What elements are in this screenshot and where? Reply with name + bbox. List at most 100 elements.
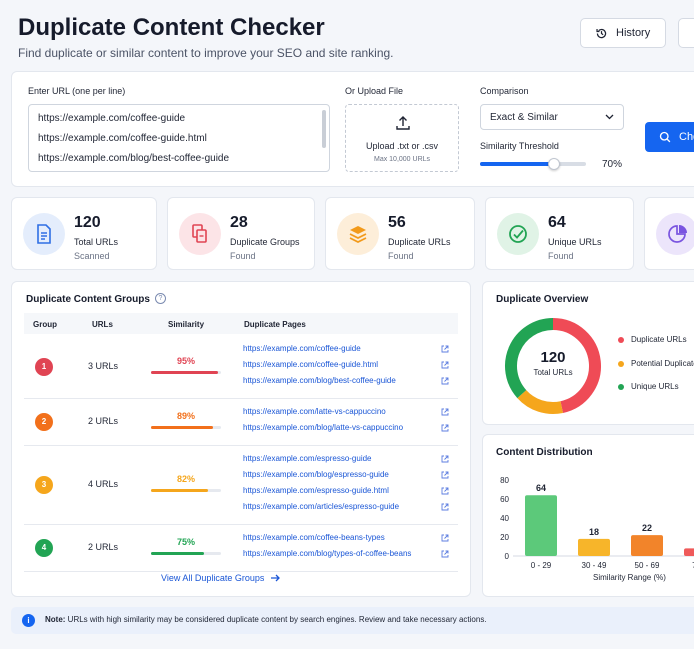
- duplicate-overview-panel: Duplicate Overview 120 Total URLs Duplic…: [482, 281, 694, 425]
- legend-label: Duplicate URLs: [631, 335, 687, 344]
- check-label: Check: [679, 131, 694, 143]
- info-circle-icon: i: [22, 614, 35, 627]
- note-body: URLs with high similarity may be conside…: [65, 615, 487, 624]
- duplicate-page-link[interactable]: https://example.com/blog/espresso-guide: [243, 470, 389, 479]
- col-group: Group: [33, 320, 57, 329]
- more-header-button[interactable]: [678, 18, 694, 48]
- external-link-icon[interactable]: [441, 408, 449, 416]
- x-axis-label: Similarity Range (%): [593, 573, 666, 582]
- stat-sublabel: Found: [388, 251, 414, 261]
- external-link-icon[interactable]: [441, 534, 449, 542]
- similarity-value: 95%: [176, 355, 195, 366]
- page-title: Duplicate Content Checker: [18, 14, 325, 41]
- donut-center-label: Total URLs: [533, 368, 573, 377]
- upload-limit: Max 10,000 URLs: [373, 156, 431, 163]
- similarity-bar-fill: [151, 425, 214, 429]
- group-url-count: 3 URLs: [88, 360, 119, 371]
- bar: [578, 538, 610, 556]
- row-divider: [24, 571, 458, 572]
- duplicate-page-link[interactable]: https://example.com/coffee-beans-types: [243, 533, 385, 542]
- bar: [525, 495, 557, 556]
- history-button[interactable]: History: [580, 18, 666, 48]
- duplicate-page-link[interactable]: https://example.com/coffee-guide: [243, 344, 361, 353]
- note-text: Note: URLs with high similarity may be c…: [45, 615, 487, 624]
- similarity-value: 89%: [176, 410, 195, 421]
- comparison-select[interactable]: Exact & Similar: [480, 104, 624, 130]
- table-header: [24, 313, 458, 334]
- view-all-link[interactable]: View All Duplicate Groups: [161, 573, 281, 583]
- external-link-icon[interactable]: [441, 345, 449, 353]
- bar-value-label: 18: [589, 527, 599, 537]
- y-tick-label: 80: [500, 476, 509, 485]
- content-distribution-panel: Content Distribution 0 20 40 60 80 64 0 - 29 18…: [482, 434, 694, 597]
- duplicate-page-link[interactable]: https://example.com/latte-vs-cappuccino: [243, 407, 386, 416]
- external-link-icon[interactable]: [441, 503, 449, 511]
- threshold-slider[interactable]: [480, 158, 586, 170]
- threshold-label: Similarity Threshold: [480, 141, 559, 151]
- y-tick-label: 20: [500, 533, 509, 542]
- y-tick-label: 0: [505, 552, 510, 561]
- similarity-bar: [151, 370, 221, 374]
- stat-card-duplicate-groups: 28 Duplicate Groups Found: [167, 197, 315, 270]
- group-badge: 3: [35, 475, 53, 494]
- stat-number: 120: [74, 214, 101, 231]
- url-textarea[interactable]: https://example.com/coffee-guide https:/…: [28, 104, 330, 172]
- external-link-icon[interactable]: [441, 361, 449, 369]
- duplicate-page-link[interactable]: https://example.com/blog/best-coffee-gui…: [243, 376, 396, 385]
- stat-sublabel: Found: [548, 251, 574, 261]
- overview-title: Duplicate Overview: [496, 294, 589, 305]
- textarea-scrollbar[interactable]: [322, 110, 326, 148]
- legend-label: Unique URLs: [631, 382, 679, 391]
- stat-number: 28: [230, 214, 248, 231]
- duplicate-page-link[interactable]: https://example.com/coffee-guide.html: [243, 360, 379, 369]
- group-badge: 4: [35, 538, 53, 557]
- external-link-icon[interactable]: [441, 471, 449, 479]
- stat-card-unique-urls: 64 Unique URLs Found: [485, 197, 634, 270]
- external-link-icon[interactable]: [441, 377, 449, 385]
- chevron-down-icon: [605, 114, 614, 120]
- external-link-icon[interactable]: [441, 424, 449, 432]
- search-icon: [659, 131, 671, 143]
- stat-label: Unique URLs: [548, 237, 602, 247]
- row-divider: [24, 445, 458, 446]
- note-bar: i Note: URLs with high similarity may be…: [11, 607, 694, 634]
- external-link-icon[interactable]: [441, 455, 449, 463]
- history-icon: [596, 28, 607, 38]
- stat-card-duplicate-urls: 56 Duplicate URLs Found: [325, 197, 475, 270]
- threshold-slider-handle[interactable]: [548, 158, 561, 170]
- external-link-icon[interactable]: [441, 550, 449, 558]
- group-url-count: 2 URLs: [88, 415, 119, 426]
- distribution-title: Content Distribution: [496, 447, 593, 458]
- stat-label: Duplicate Groups: [230, 237, 300, 247]
- donut-center-number: 120: [540, 349, 566, 366]
- duplicate-page-link[interactable]: https://example.com/espresso-guide: [243, 454, 372, 463]
- stat-number: 56: [388, 214, 406, 231]
- duplicate-page-link[interactable]: https://example.com/espresso-guide.html: [243, 486, 389, 495]
- duplicate-page-link[interactable]: https://example.com/blog/latte-vs-cappuc…: [243, 423, 404, 432]
- external-link-icon[interactable]: [441, 487, 449, 495]
- stat-number: 64: [548, 214, 566, 231]
- legend-dot: [618, 336, 624, 343]
- stat-card-partial: [644, 197, 694, 270]
- info-icon[interactable]: ?: [155, 293, 166, 304]
- similarity-bar-fill: [151, 551, 204, 555]
- donut-segment: [505, 318, 554, 399]
- layers-icon: [337, 213, 379, 255]
- check-button[interactable]: Check: [645, 122, 694, 152]
- bar: [684, 548, 694, 556]
- page-subtitle: Find duplicate or similar content to imp…: [18, 46, 394, 60]
- note-bold: Note:: [45, 615, 66, 624]
- duplicate-page-link[interactable]: https://example.com/articles/espresso-gu…: [243, 502, 400, 511]
- upload-label: Or Upload File: [345, 86, 404, 96]
- x-tick-label: 50 - 69: [635, 561, 660, 570]
- comparison-value: Exact & Similar: [490, 111, 558, 123]
- stat-card-total: 120 Total URLs Scanned: [11, 197, 157, 270]
- threshold-value: 70%: [602, 159, 623, 170]
- view-all-label: View All Duplicate Groups: [161, 573, 265, 583]
- duplicate-page-link[interactable]: https://example.com/blog/types-of-coffee…: [243, 549, 412, 558]
- stat-sublabel: Found: [230, 251, 256, 261]
- file-upload-dropzone[interactable]: Upload .txt or .csv Max 10,000 URLs: [345, 104, 459, 172]
- stat-sublabel: Scanned: [74, 251, 110, 261]
- check-circle-icon: [497, 213, 539, 255]
- stat-label: Total URLs: [74, 237, 119, 247]
